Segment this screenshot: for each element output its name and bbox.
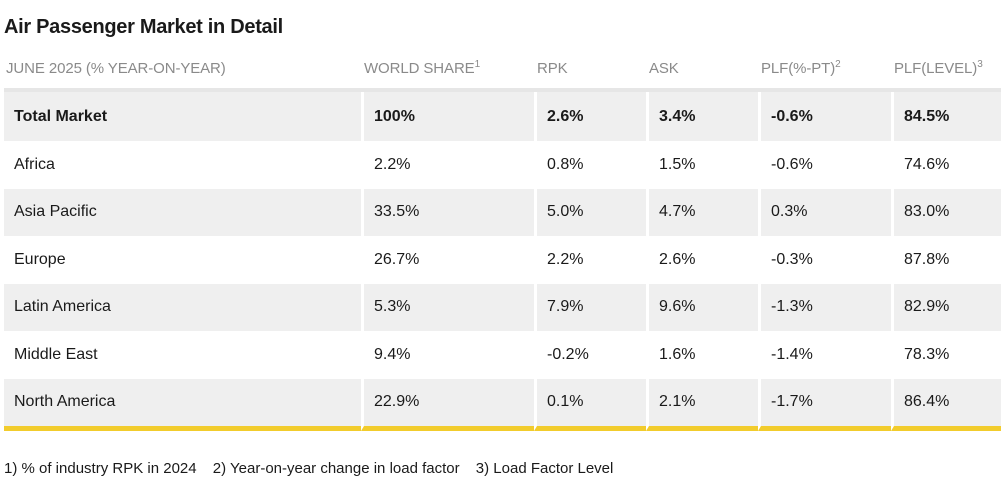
cell-plf-pt: -1.4%: [758, 331, 891, 379]
cell-plf-pt: -1.3%: [758, 283, 891, 331]
cell-ask: 9.6%: [646, 283, 758, 331]
cell-world-share: 9.4%: [361, 331, 534, 379]
cell-region: Africa: [14, 155, 55, 173]
cell-ask: 2.6%: [646, 236, 758, 284]
cell-region: Europe: [14, 250, 66, 268]
cell-plf-level: 74.6%: [891, 141, 1001, 189]
column-header-rpk: RPK: [534, 48, 646, 92]
cell-rpk: 5.0%: [534, 188, 646, 236]
cell-region: North America: [4, 378, 361, 431]
cell-plf-pt: 0.3%: [758, 188, 891, 236]
cell-world-share: 5.3%: [361, 283, 534, 331]
cell-world-share: 100%: [361, 92, 534, 141]
column-header-plf-pt: PLF(%-PT)2: [758, 48, 891, 92]
cell-ask: 4.7%: [646, 188, 758, 236]
cell-world-share: 22.9%: [361, 378, 534, 431]
cell-rpk: 0.8%: [534, 141, 646, 189]
cell-world-share: 33.5%: [361, 188, 534, 236]
cell-plf-level: 78.3%: [891, 331, 1001, 379]
footnote-2: 2) Year-on-year change in load factor: [212, 460, 460, 477]
cell-plf-level: 87.8%: [891, 236, 1001, 284]
table-row-europe: Europe 26.7% 2.2% 2.6% -0.3% 87.8%: [4, 236, 1001, 284]
cell-plf-level: 84.5%: [891, 92, 1001, 141]
table-row-africa: Africa 2.2% 0.8% 1.5% -0.6% 74.6%: [4, 141, 1001, 189]
cell-plf-pt: -1.7%: [758, 378, 891, 431]
column-header-ask: ASK: [646, 48, 758, 92]
table-row-north-america: North America 22.9% 0.1% 2.1% -1.7% 86.4…: [4, 378, 1001, 431]
cell-plf-pt: -0.3%: [758, 236, 891, 284]
cell-plf-level: 86.4%: [891, 378, 1001, 431]
cell-rpk: 2.2%: [534, 236, 646, 284]
cell-plf-pt: -0.6%: [758, 141, 891, 189]
page-title: Air Passenger Market in Detail: [4, 16, 283, 38]
cell-rpk: 7.9%: [534, 283, 646, 331]
cell-ask: 1.5%: [646, 141, 758, 189]
cell-region: Total Market: [4, 92, 361, 141]
cell-plf-level: 82.9%: [891, 283, 1001, 331]
table-row-latin-america: Latin America 5.3% 7.9% 9.6% -1.3% 82.9%: [4, 283, 1001, 331]
cell-world-share: 2.2%: [361, 141, 534, 189]
column-header-plf-level: PLF(LEVEL)3: [891, 48, 1001, 92]
table-row-total-market: Total Market 100% 2.6% 3.4% -0.6% 84.5%: [4, 92, 1001, 141]
passenger-market-table: JUNE 2025 (% YEAR-ON-YEAR) WORLD SHARE1 …: [4, 48, 1001, 431]
table-header-row: JUNE 2025 (% YEAR-ON-YEAR) WORLD SHARE1 …: [4, 48, 1001, 92]
cell-rpk: 2.6%: [534, 92, 646, 141]
cell-plf-pt: -0.6%: [758, 92, 891, 141]
cell-ask: 2.1%: [646, 378, 758, 431]
table-row-middle-east: Middle East 9.4% -0.2% 1.6% -1.4% 78.3%: [4, 331, 1001, 379]
table-row-asia-pacific: Asia Pacific 33.5% 5.0% 4.7% 0.3% 83.0%: [4, 188, 1001, 236]
cell-rpk: 0.1%: [534, 378, 646, 431]
cell-ask: 1.6%: [646, 331, 758, 379]
cell-ask: 3.4%: [646, 92, 758, 141]
cell-plf-level: 83.0%: [891, 188, 1001, 236]
footnote-3: 3) Load Factor Level: [475, 460, 614, 477]
cell-region: Latin America: [4, 283, 361, 331]
column-header-world-share: WORLD SHARE1: [361, 48, 534, 92]
column-header-period: JUNE 2025 (% YEAR-ON-YEAR): [4, 48, 361, 92]
cell-region: Middle East: [14, 345, 98, 363]
footnote-1: 1) % of industry RPK in 2024: [4, 460, 197, 477]
cell-world-share: 26.7%: [361, 236, 534, 284]
cell-region: Asia Pacific: [4, 188, 361, 236]
footnotes: 1) % of industry RPK in 2024 2) Year-on-…: [4, 460, 625, 477]
cell-rpk: -0.2%: [534, 331, 646, 379]
